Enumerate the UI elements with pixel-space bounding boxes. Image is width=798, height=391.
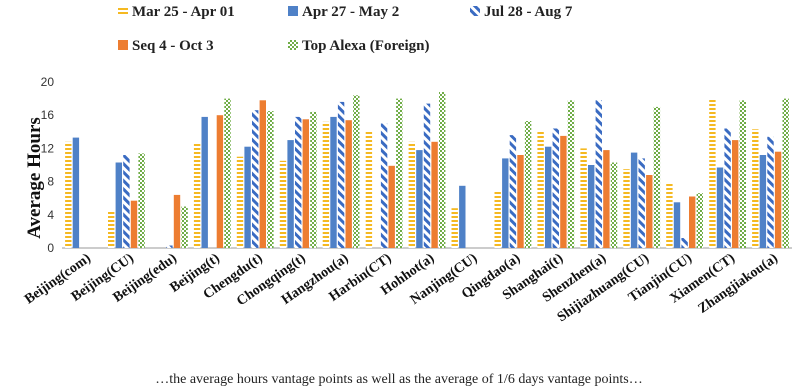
bar [181,206,188,248]
bar [610,162,618,248]
bar [782,98,789,248]
bar [353,95,360,248]
bar [130,200,138,248]
legend-label: Jul 28 - Aug 7 [484,4,573,20]
bar [739,100,746,248]
bar [365,130,373,248]
bar [252,110,259,248]
legend-label: Apr 27 - May 2 [302,4,399,20]
bar [560,135,567,248]
legend-label: Seq 4 - Oct 3 [132,38,214,54]
bar [287,140,294,248]
y-tick-label: 20 [41,75,55,89]
y-axis-ticks: 0 4 8 12 16 20 [41,75,55,255]
bar [638,158,645,248]
bars [65,92,789,249]
bar [244,146,251,248]
bar [588,165,595,248]
bar [653,106,661,249]
bar [330,116,337,249]
bar [380,123,388,248]
bar [732,140,739,248]
bar [72,137,80,248]
bar [696,193,703,248]
y-axis-label: Average Hours [24,117,45,239]
bar [509,135,517,248]
bar [439,92,446,248]
bar [345,120,352,248]
bar [416,150,423,248]
bar [681,238,688,248]
bar [259,100,266,248]
bar [537,130,544,248]
grouped-bar-chart: Mar 25 - Apr 01 Apr 27 - May 2 Jul 28 - Au… [22,4,792,326]
bar [423,103,431,248]
bar [201,116,208,249]
bar [630,152,638,248]
legend-label: Top Alexa (Foreign) [302,38,430,54]
bar [108,210,115,248]
bar [759,155,767,248]
bar [138,153,145,248]
bar [603,150,610,248]
bar [517,155,524,248]
bar [396,98,403,248]
legend-swatch [118,6,128,16]
bar [724,128,731,248]
bar [623,169,630,248]
bar [302,119,309,248]
bar [646,175,653,248]
bar [502,158,509,248]
bar [267,111,274,248]
bar [494,191,501,248]
legend-swatch [288,40,298,50]
bar [310,111,317,249]
bar [115,162,122,248]
bar [567,100,575,248]
legend-label: Mar 25 - Apr 01 [132,4,235,20]
bar [459,185,466,249]
bar [580,148,587,248]
y-tick-label: 4 [47,208,54,222]
bar [279,160,287,248]
legend-swatch [470,6,480,16]
bar [709,98,716,248]
bar [123,155,130,248]
bar [431,141,438,248]
bar [224,98,231,248]
bar [322,121,330,248]
bar [545,146,552,248]
bar [716,167,724,248]
bar [337,101,345,249]
bar [666,183,673,248]
bar [673,202,681,248]
x-axis-ticks: Beijing(com)Beijing(CU)Beijing(edu)Beiji… [22,251,781,326]
bar [689,196,696,248]
figure-caption: …the average hours vantage points as wel… [155,372,643,387]
y-tick-label: 8 [47,175,54,189]
bar [236,156,244,248]
bar [595,100,602,248]
y-tick-label: 0 [47,241,54,255]
bar [774,151,782,248]
bar [752,129,759,248]
bar [451,208,458,248]
y-tick-label: 16 [41,108,55,122]
bar [552,128,559,248]
bar [767,136,774,248]
bar [65,141,72,248]
bar [388,165,395,248]
bar [193,143,201,248]
bar [166,245,173,248]
bar [408,141,415,248]
bar [524,121,532,248]
bar [173,194,181,248]
bar [295,116,302,249]
legend-swatch [288,6,298,16]
legend: Mar 25 - Apr 01 Apr 27 - May 2 Jul 28 - Au… [118,4,573,54]
bar [216,115,224,248]
y-tick-label: 12 [41,141,55,155]
legend-swatch [118,40,128,50]
